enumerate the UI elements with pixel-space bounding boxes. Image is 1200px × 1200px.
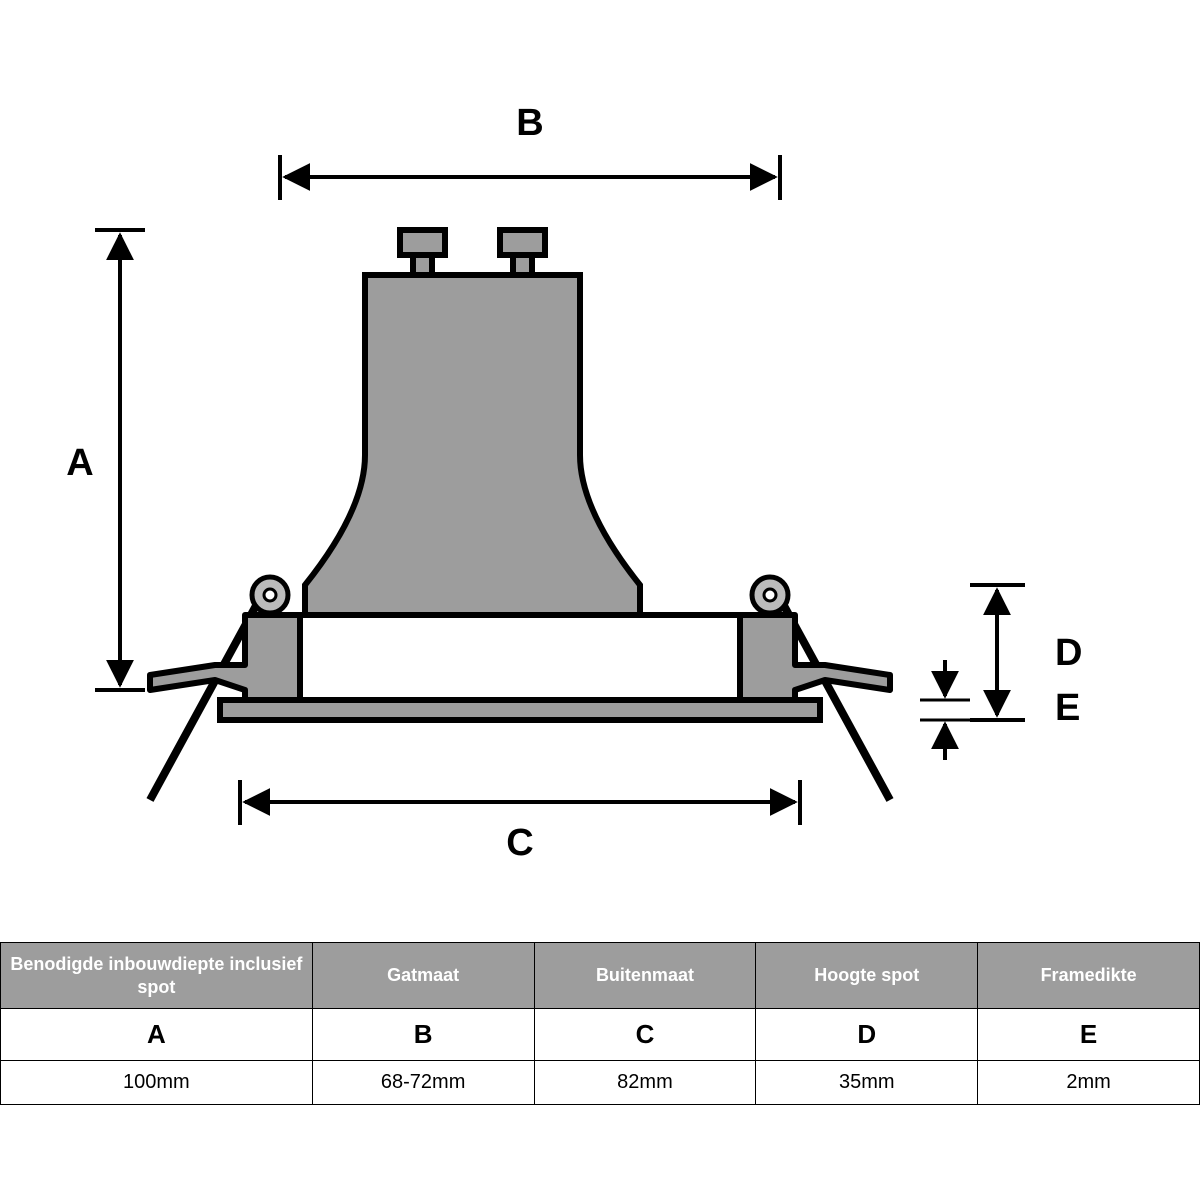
table-value-row: 100mm 68-72mm 82mm 35mm 2mm (1, 1061, 1200, 1105)
col-header: Benodigde inbouwdiepte inclusief spot (1, 943, 313, 1009)
col-letter: D (756, 1009, 978, 1061)
col-letter: C (534, 1009, 756, 1061)
col-value: 100mm (1, 1061, 313, 1105)
fixture-frame (150, 615, 890, 720)
table-header-row: Benodigde inbouwdiepte inclusief spot Ga… (1, 943, 1200, 1009)
dimensions-table: Benodigde inbouwdiepte inclusief spot Ga… (0, 942, 1200, 1105)
col-value: 82mm (534, 1061, 756, 1105)
dimension-e: E (920, 660, 1080, 760)
col-letter: A (1, 1009, 313, 1061)
label-d: D (1055, 632, 1082, 674)
technical-diagram: B A (40, 40, 1160, 900)
col-value: 35mm (756, 1061, 978, 1105)
label-e: E (1055, 687, 1080, 729)
table-letter-row: A B C D E (1, 1009, 1200, 1061)
col-value: 68-72mm (312, 1061, 534, 1105)
col-header: Gatmaat (312, 943, 534, 1009)
label-b: B (516, 102, 543, 144)
diagram-svg: B A (40, 40, 1160, 900)
dimension-a: A (66, 230, 145, 690)
dimension-b: B (280, 102, 780, 200)
col-value: 2mm (978, 1061, 1200, 1105)
bulb (305, 230, 640, 615)
dimension-c: C (240, 780, 800, 864)
col-letter: E (978, 1009, 1200, 1061)
col-header: Hoogte spot (756, 943, 978, 1009)
label-a: A (66, 442, 93, 484)
col-header: Framedikte (978, 943, 1200, 1009)
col-header: Buitenmaat (534, 943, 756, 1009)
col-letter: B (312, 1009, 534, 1061)
label-c: C (506, 822, 533, 864)
